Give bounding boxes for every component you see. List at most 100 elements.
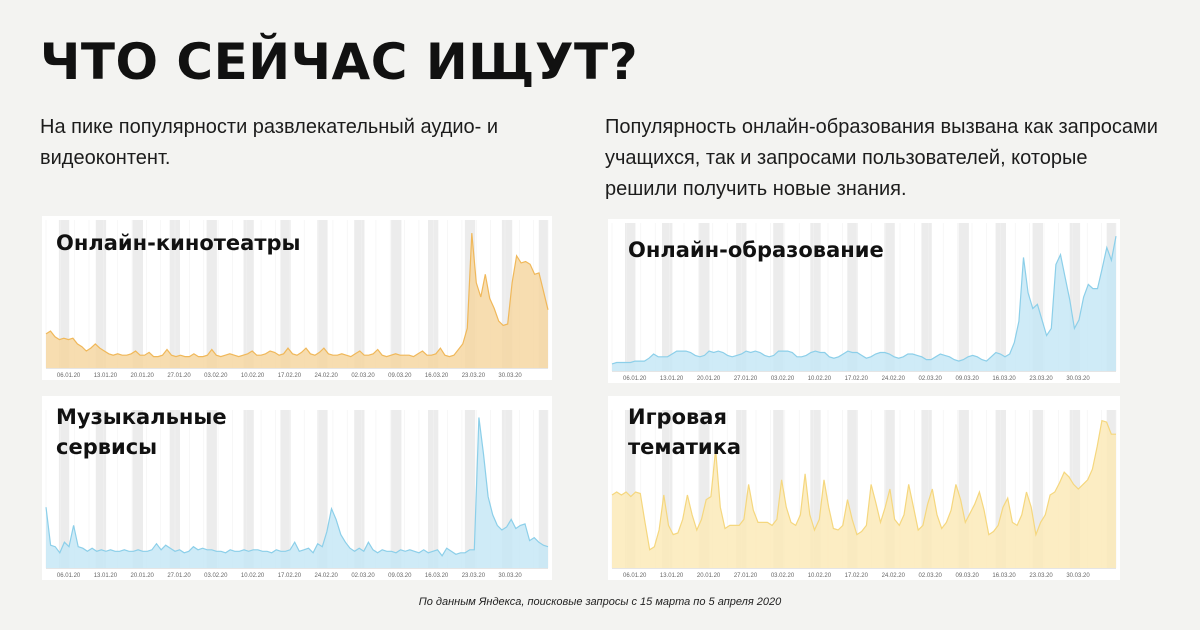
x-tick-label: 13.01.20 (660, 573, 684, 579)
x-tick-label: 17.02.20 (278, 573, 302, 579)
x-tick-label: 10.02.20 (808, 376, 832, 382)
weekend-stripe (810, 410, 821, 568)
chart-title-online-cinemas: Онлайн-кинотеатры (56, 231, 301, 255)
chart-panel-gaming: 06.01.20 13.01.20 20.01.20 27.01.20 03.02.20… (608, 396, 1120, 580)
right-description: Популярность онлайн-образования вызвана … (605, 116, 1158, 200)
page-title: ЧТО СЕЙЧАС ИЩУТ? (40, 33, 639, 91)
weekend-stripe (280, 410, 291, 568)
weekend-stripe (501, 220, 513, 368)
weekend-stripe (699, 223, 710, 371)
weekend-stripe (391, 220, 402, 368)
weekend-stripe (736, 223, 747, 371)
weekend-stripe (921, 223, 932, 371)
x-tick-label: 13.01.20 (94, 573, 118, 579)
x-tick-label: 02.03.20 (919, 376, 943, 382)
weekend-stripe (354, 220, 365, 368)
series-line-online-cinemas (45, 233, 549, 358)
weekend-stripe (243, 220, 254, 368)
x-tick-label: 20.01.20 (697, 573, 721, 579)
weekend-stripe (1069, 223, 1081, 371)
x-tick-label: 03.02.20 (204, 573, 228, 579)
x-tick-label: 02.03.20 (351, 373, 375, 379)
weekend-stripe (662, 410, 673, 568)
weekend-stripe (391, 410, 402, 568)
x-tick-label: 10.02.20 (241, 373, 265, 379)
weekend-stripe (317, 220, 328, 368)
x-tick-label: 24.02.20 (882, 376, 906, 382)
footnote: По данным Яндекса, поисковые запросы с 1… (418, 596, 782, 608)
weekend-stripe (1032, 223, 1043, 371)
x-tick-label: 03.02.20 (204, 373, 228, 379)
weekend-stripe (958, 410, 969, 568)
x-tick-label: 27.01.20 (734, 573, 758, 579)
weekend-stripe (1032, 410, 1043, 568)
chart-title-music-services: Музыкальные сервисы (56, 405, 227, 459)
chart-panel-online-education: 06.01.20 13.01.20 20.01.20 27.01.20 03.02.20… (608, 219, 1120, 383)
x-tick-label: 20.01.20 (131, 573, 155, 579)
chart-title-gaming: Игровая тематика (628, 405, 742, 459)
weekend-stripe (847, 410, 858, 568)
weekend-stripe (625, 223, 636, 371)
weekend-stripe (662, 223, 673, 371)
weekend-stripe (884, 223, 895, 371)
x-tick-label: 09.03.20 (388, 373, 412, 379)
x-tick-label: 03.02.20 (771, 573, 795, 579)
chart-gaming: 06.01.20 13.01.20 20.01.20 27.01.20 03.02.20… (608, 396, 1120, 580)
x-tick-label: 17.02.20 (278, 373, 302, 379)
x-tick-label: 30.03.20 (498, 573, 522, 579)
x-tick-label: 16.03.20 (425, 373, 449, 379)
series-area-gaming (612, 420, 1116, 568)
weekend-stripe (773, 410, 784, 568)
series-area-online-cinemas (46, 233, 548, 368)
weekend-stripe (243, 410, 254, 568)
weekend-stripe (58, 410, 70, 568)
series-line-gaming (611, 419, 1116, 551)
series-line-online-education (611, 235, 1117, 365)
x-tick-label: 16.03.20 (992, 573, 1016, 579)
weekend-stripe (280, 220, 291, 368)
x-tick-label: 06.01.20 (57, 573, 81, 579)
weekend-stripe (95, 410, 107, 568)
series-area-online-education (612, 236, 1116, 371)
x-tick-label: 13.01.20 (660, 376, 684, 382)
x-tick-label: 30.03.20 (1066, 376, 1090, 382)
series-area-music-services (46, 417, 548, 568)
weekend-stripe (95, 220, 107, 368)
weekend-stripe (736, 410, 747, 568)
chart-online-cinemas: 06.01.20 13.01.20 20.01.20 27.01.20 03.02.20… (42, 216, 552, 380)
weekend-stripe (58, 220, 70, 368)
x-tick-label: 27.01.20 (734, 376, 758, 382)
x-tick-label: 30.03.20 (1066, 573, 1090, 579)
x-tick-label: 02.03.20 (351, 573, 375, 579)
weekend-stripe (699, 410, 710, 568)
weekend-stripe (132, 220, 143, 368)
x-tick-label: 23.03.20 (462, 573, 486, 579)
x-tick-label: 10.02.20 (808, 573, 832, 579)
weekend-stripe (206, 220, 217, 368)
x-tick-label: 02.03.20 (919, 573, 943, 579)
weekend-stripe (132, 410, 143, 568)
series-line-music-services (45, 417, 549, 557)
weekend-stripe (773, 223, 784, 371)
x-tick-label: 03.02.20 (771, 376, 795, 382)
x-tick-label: 24.02.20 (882, 573, 906, 579)
weekend-stripe (810, 223, 821, 371)
weekend-stripe (464, 410, 476, 568)
x-tick-label: 23.03.20 (1029, 376, 1053, 382)
chart-panel-online-cinemas: 06.01.20 13.01.20 20.01.20 27.01.20 03.02.20… (42, 216, 552, 380)
chart-online-education: 06.01.20 13.01.20 20.01.20 27.01.20 03.02.20… (608, 219, 1120, 383)
x-tick-label: 23.03.20 (1029, 573, 1053, 579)
x-tick-label: 23.03.20 (462, 373, 486, 379)
x-tick-label: 13.01.20 (94, 373, 118, 379)
x-tick-label: 06.01.20 (623, 376, 647, 382)
left-description: На пике популярности развлекательный ауд… (40, 116, 499, 169)
weekend-stripe (317, 410, 328, 568)
x-tick-label: 06.01.20 (57, 373, 81, 379)
weekend-stripe (354, 410, 365, 568)
x-tick-label: 30.03.20 (498, 373, 522, 379)
x-tick-label: 17.02.20 (845, 376, 869, 382)
chart-panel-music-services: 06.01.20 13.01.20 20.01.20 27.01.20 03.02.20… (42, 396, 552, 580)
x-tick-label: 24.02.20 (315, 573, 339, 579)
x-tick-label: 20.01.20 (131, 373, 155, 379)
x-tick-label: 10.02.20 (241, 573, 265, 579)
